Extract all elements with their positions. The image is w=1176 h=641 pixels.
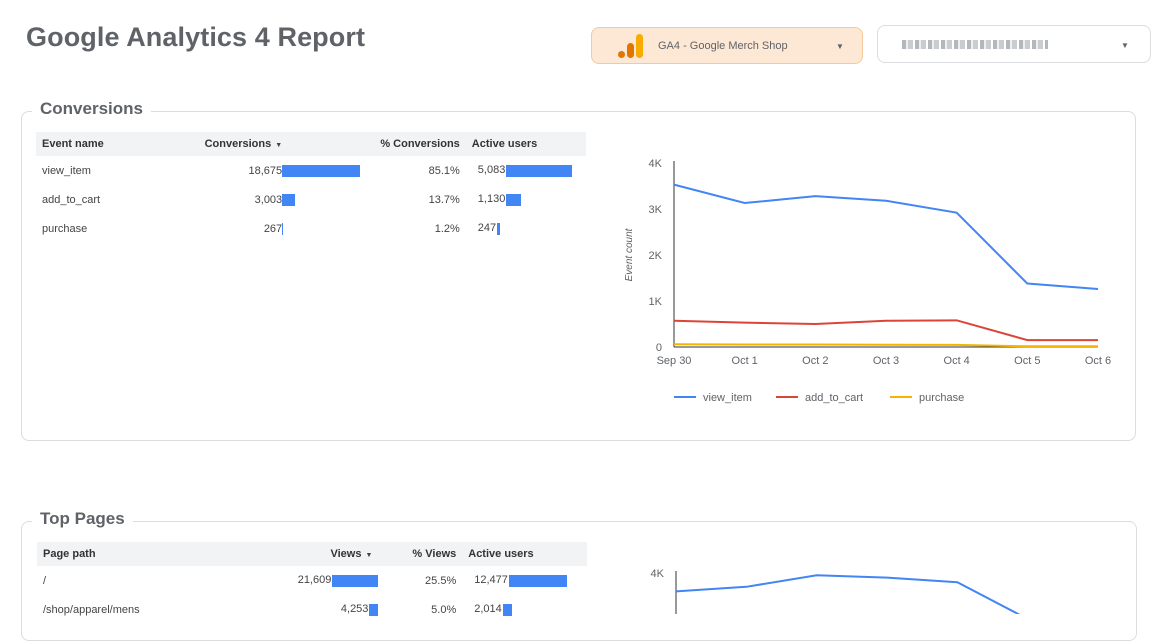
- page-path-cell: /: [43, 574, 47, 587]
- legend-label[interactable]: view_item: [703, 392, 752, 404]
- active-users-value: 5,083: [477, 164, 506, 177]
- y-tick-label: 3K: [649, 204, 663, 216]
- x-tick-label: Oct 2: [802, 355, 828, 367]
- table-row[interactable]: /shop/apparel/mens 4,253 5.0% 2,014: [37, 595, 587, 624]
- y-tick-label: 4K: [649, 158, 663, 170]
- col-conversions-label: Conversions: [204, 138, 272, 150]
- conversions-bar: [282, 222, 284, 235]
- conversions-bar-cell: [282, 185, 360, 214]
- conversions-cell: 3,003: [180, 185, 288, 214]
- chevron-down-icon: ▼: [1121, 41, 1129, 50]
- col-views[interactable]: Views ▼: [263, 542, 379, 566]
- conversions-value: 267: [263, 222, 283, 235]
- col-pct-conversions[interactable]: % Conversions: [360, 132, 466, 156]
- active-users-bar: [506, 193, 522, 206]
- y-tick-label: 0: [656, 342, 662, 354]
- active-users-cell: 5,083: [466, 156, 586, 185]
- views-value: 21,609: [297, 574, 332, 587]
- conversions-cell: 267: [180, 214, 288, 243]
- table-header-row: Event name Conversions ▼ % Conversions Ac…: [36, 132, 586, 156]
- property-label: GA4 - Google Merch Shop: [658, 40, 788, 52]
- col-event-name[interactable]: Event name: [36, 132, 181, 156]
- pct-conversions-cell: 1.2%: [434, 222, 460, 235]
- active-users-value: 2,014: [474, 603, 502, 616]
- active-users-value: 247: [477, 222, 497, 235]
- active-users-bar: [497, 222, 501, 235]
- event-name-cell: view_item: [42, 164, 91, 177]
- active-users-cell: 247: [466, 214, 586, 243]
- table-header-row: Page path Views ▼ % Views Active users: [37, 542, 587, 566]
- pct-conversions-cell: 85.1%: [428, 164, 460, 177]
- sort-desc-icon: ▼: [275, 142, 283, 149]
- top-pages-title: Top Pages: [32, 509, 133, 529]
- col-active-users[interactable]: Active users: [462, 542, 587, 566]
- active-users-cell: 1,130: [466, 185, 586, 214]
- active-users-bar: [502, 603, 512, 616]
- col-active-users[interactable]: Active users: [465, 132, 586, 156]
- y-tick-label: 2K: [649, 250, 663, 262]
- conversions-value: 18,675: [248, 164, 283, 177]
- conversions-table: Event name Conversions ▼ % Conversions Ac…: [36, 132, 586, 243]
- property-selector[interactable]: GA4 - Google Merch Shop ▼: [591, 27, 863, 64]
- active-users-cell: 12,477: [462, 566, 587, 595]
- series-line-purchase[interactable]: [673, 343, 1098, 348]
- active-users-value: 1,130: [477, 193, 506, 206]
- table-row[interactable]: / 21,609 25.5% 12,477: [37, 566, 587, 595]
- col-pct-views[interactable]: % Views: [378, 542, 463, 566]
- event-name-cell: purchase: [42, 222, 88, 235]
- views-bar: [369, 603, 379, 616]
- date-range-value-blurred: [902, 40, 1048, 49]
- page-path-cell: /shop/apparel/mens: [43, 603, 140, 616]
- active-users-cell: 2,014: [462, 595, 587, 624]
- x-tick-label: Sep 30: [657, 355, 692, 367]
- views-bar: [332, 574, 379, 587]
- x-tick-label: Oct 5: [1014, 355, 1040, 367]
- y-tick-label: 1K: [649, 296, 663, 308]
- table-row[interactable]: purchase 267 1.2% 247: [36, 214, 586, 243]
- y-tick-label: 4K: [651, 568, 665, 580]
- active-users-value: 12,477: [474, 574, 508, 587]
- x-tick-label: Oct 1: [732, 355, 758, 367]
- series-line-add-to-cart[interactable]: [673, 319, 1098, 342]
- pct-conversions-cell: 13.7%: [428, 193, 460, 206]
- legend-label[interactable]: add_to_cart: [805, 392, 863, 404]
- conversions-bar-cell: [282, 156, 361, 185]
- active-users-bar: [508, 574, 567, 587]
- views-cell: 4,253: [264, 595, 379, 624]
- views-value: 4,253: [340, 603, 369, 616]
- top-pages-table: Page path Views ▼ % Views Active users / 2…: [37, 542, 587, 624]
- event-count-line-chart: 0 1K 2K 3K 4K Sep 30 Oct 1 Oct 2 Oct 3 Oct 4 Oct 5…: [624, 158, 1111, 404]
- legend-label[interactable]: purchase: [919, 392, 964, 404]
- x-tick-label: Oct 6: [1085, 355, 1111, 367]
- pct-views-cell: 25.5%: [425, 574, 457, 587]
- y-axis-label: Event count: [624, 227, 635, 281]
- conversions-value: 3,003: [254, 193, 283, 206]
- x-tick-label: Oct 3: [873, 355, 899, 367]
- table-row[interactable]: add_to_cart 3,003 13.7% 1,130: [36, 185, 586, 214]
- date-range-selector[interactable]: ▼: [877, 25, 1151, 63]
- x-tick-label: Oct 4: [944, 355, 970, 367]
- table-row[interactable]: view_item 18,675 85.1% 5,083: [36, 156, 586, 185]
- event-name-cell: add_to_cart: [42, 193, 101, 206]
- conversions-bar-cell: [282, 214, 360, 243]
- google-analytics-icon: [618, 34, 643, 58]
- pct-views-cell: 5.0%: [431, 603, 457, 616]
- views-cell: 21,609: [264, 566, 379, 595]
- series-line-views[interactable]: [675, 574, 1028, 614]
- series-line-view-item[interactable]: [673, 183, 1099, 291]
- page-title: Google Analytics 4 Report: [26, 22, 366, 52]
- col-conversions[interactable]: Conversions ▼: [180, 132, 289, 156]
- conversions-cell: 18,675: [180, 156, 288, 185]
- col-page-path[interactable]: Page path: [37, 542, 264, 566]
- sort-desc-icon: ▼: [365, 552, 373, 559]
- views-line-chart: 4K: [651, 568, 1028, 614]
- conversions-title: Conversions: [32, 99, 151, 119]
- active-users-bar: [506, 164, 573, 177]
- col-spacer: [288, 132, 361, 156]
- col-views-label: Views: [330, 548, 362, 560]
- conversions-bar: [282, 193, 296, 206]
- chevron-down-icon: ▼: [836, 42, 844, 51]
- conversions-section: [21, 111, 1136, 441]
- conversions-bar: [282, 164, 361, 177]
